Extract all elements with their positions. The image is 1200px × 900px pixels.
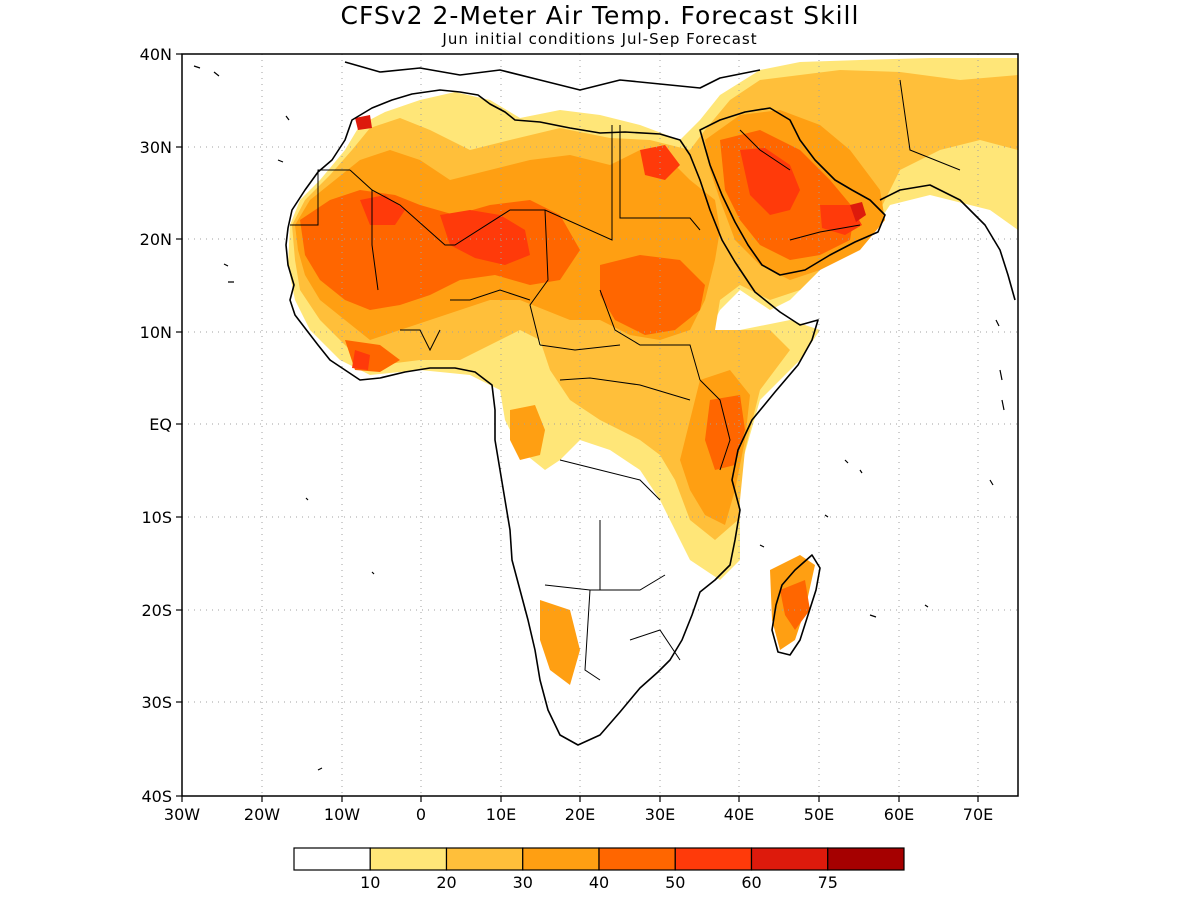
lon-label-40e: 40E bbox=[724, 805, 754, 824]
colorbar-label: 10 bbox=[360, 873, 380, 892]
lon-label-0: 0 bbox=[416, 805, 426, 824]
mediterranean-coast bbox=[344, 61, 761, 91]
latitude-axis: 40N 30N 20N 10N EQ 10S 20S 30S 40S bbox=[140, 45, 182, 806]
lat-label-10n: 10N bbox=[140, 323, 172, 342]
lon-label-30w: 30W bbox=[164, 805, 200, 824]
lat-label-30s: 30S bbox=[141, 693, 172, 712]
lon-label-10w: 10W bbox=[324, 805, 360, 824]
colorbar-swatch bbox=[674, 847, 753, 871]
lon-label-20e: 20E bbox=[565, 805, 595, 824]
lat-label-10s: 10S bbox=[141, 508, 172, 527]
colorbar-label: 30 bbox=[513, 873, 533, 892]
map-frame bbox=[181, 53, 1019, 797]
colorbar-swatch bbox=[369, 847, 448, 871]
asia-coast bbox=[879, 184, 1016, 301]
colorbar-swatch bbox=[293, 847, 371, 871]
colorbar-swatch bbox=[445, 847, 524, 871]
lon-label-20w: 20W bbox=[244, 805, 280, 824]
colorbar-label: 60 bbox=[741, 873, 761, 892]
country-borders bbox=[290, 79, 961, 681]
lat-label-40n: 40N bbox=[140, 45, 172, 64]
colorbar-swatch bbox=[598, 847, 676, 871]
arabia-coastline bbox=[699, 107, 886, 276]
coastlines bbox=[285, 61, 1016, 746]
colorbar: 10 20 30 40 50 60 75 bbox=[293, 847, 905, 892]
skill-band-40-50 bbox=[300, 130, 855, 630]
colorbar-swatch bbox=[750, 847, 829, 871]
map-title: CFSv2 2-Meter Air Temp. Forecast Skill bbox=[341, 1, 860, 30]
lat-label-eq: EQ bbox=[149, 415, 172, 434]
lat-label-40s: 40S bbox=[141, 787, 172, 806]
colorbar-label: 20 bbox=[436, 873, 456, 892]
map-content bbox=[182, 54, 1018, 796]
lat-label-20s: 20S bbox=[141, 601, 172, 620]
longitude-axis: 30W 20W 10W 0 10E 20E 30E 40E 50E 60E 70… bbox=[164, 796, 993, 824]
lon-label-60e: 60E bbox=[884, 805, 914, 824]
islands bbox=[193, 65, 1005, 771]
map-subtitle: Jun initial conditions Jul-Sep Forecast bbox=[441, 30, 757, 48]
lat-label-20n: 20N bbox=[140, 230, 172, 249]
map-gridlines bbox=[182, 54, 1018, 796]
madagascar-coastline bbox=[771, 554, 821, 656]
colorbar-label: 40 bbox=[589, 873, 609, 892]
colorbar-label: 75 bbox=[818, 873, 838, 892]
lon-label-30e: 30E bbox=[645, 805, 675, 824]
lon-label-70e: 70E bbox=[963, 805, 993, 824]
lon-label-50e: 50E bbox=[804, 805, 834, 824]
lat-label-30n: 30N bbox=[140, 138, 172, 157]
colorbar-label: 50 bbox=[665, 873, 685, 892]
colorbar-swatch bbox=[522, 847, 600, 871]
africa-coastline bbox=[285, 89, 819, 746]
skill-shading bbox=[288, 58, 1018, 685]
colorbar-swatch bbox=[827, 847, 905, 871]
lon-label-10e: 10E bbox=[486, 805, 516, 824]
